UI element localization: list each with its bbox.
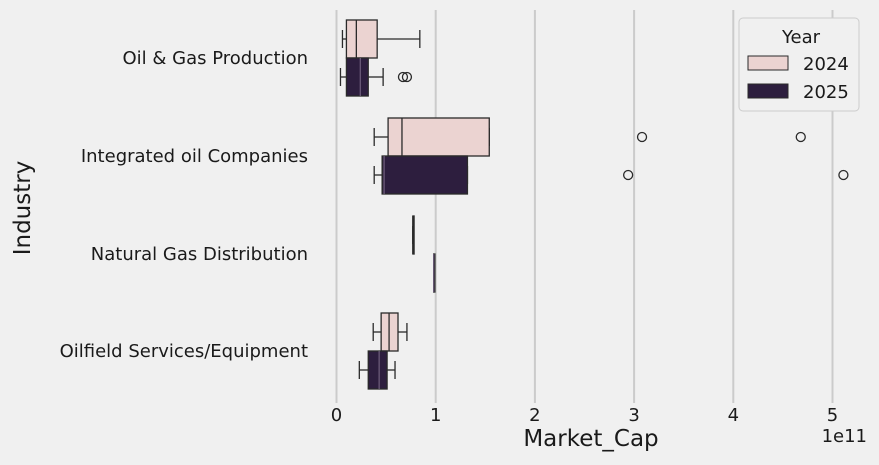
y-tick-label: Natural Gas Distribution [91,244,308,265]
box-iqr [381,155,469,195]
legend-swatch-2024 [747,55,789,71]
x-axis-label: Market_Cap [523,426,658,452]
box-2024 [412,215,415,255]
outlier-point [401,71,413,83]
outlier-point [622,169,634,181]
y-tick-labels: Oil & Gas Production Integrated oil Compa… [60,48,308,362]
box-iqr [345,19,378,59]
x-tick-label: 5 [827,405,838,426]
box-2024 [372,312,408,352]
y-axis-label: Industry [10,161,36,256]
legend-swatch-2025 [747,83,789,99]
legend-title: Year [781,27,821,48]
y-tick-label: Oil & Gas Production [123,48,309,69]
outlier-point [795,131,806,143]
outlier-point [636,131,648,143]
x-axis-multiplier: 1e11 [822,426,867,447]
box-iqr [345,57,369,97]
box-2024 [373,117,806,157]
legend-label-2024: 2024 [803,54,849,75]
outlier-point [838,169,849,181]
box-2025 [433,253,436,293]
legend-label-2025: 2025 [803,82,849,103]
box-iqr [367,350,388,390]
y-tick-label: Oilfield Services/Equipment [60,341,308,362]
legend-items: 2024 2025 [747,54,849,103]
x-tick-label: 1 [430,405,441,426]
box-2025 [339,57,413,97]
box-series [339,19,849,390]
y-tick-label: Integrated oil Companies [81,146,308,167]
grid-lines [335,10,834,403]
box-iqr [387,117,490,157]
x-tick-label: 4 [728,405,739,426]
outlier-point [397,71,409,83]
box-2025 [358,350,396,390]
x-tick-label: 3 [628,405,639,426]
x-tick-label: 2 [529,405,540,426]
x-tick-label: 0 [331,405,342,426]
box-2024 [341,19,421,59]
box-2025 [373,155,849,195]
legend: Year 2024 2025 [738,17,860,112]
x-tick-labels: 0 1 2 3 4 5 [331,405,838,426]
